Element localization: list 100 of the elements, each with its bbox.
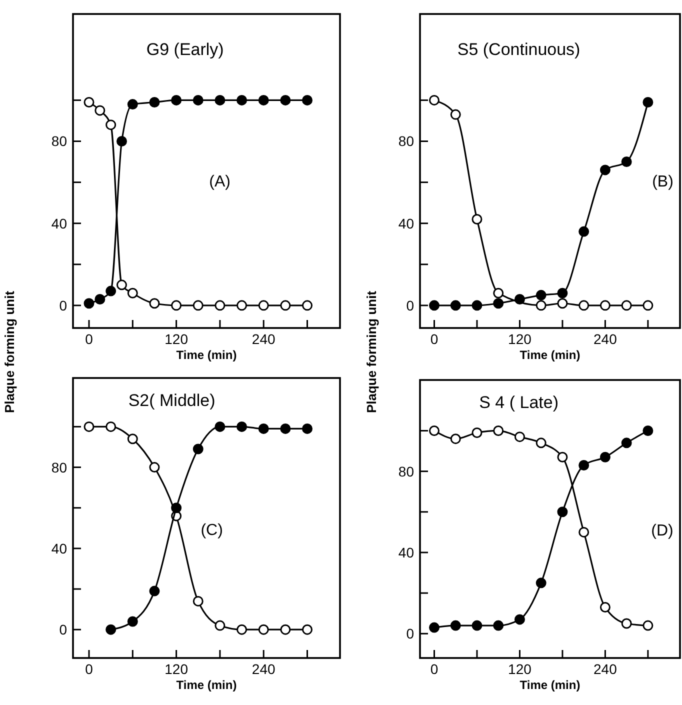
point [106, 286, 116, 296]
point [171, 94, 182, 106]
point [127, 288, 138, 298]
point [94, 294, 106, 305]
x-tick-label: 240 [252, 331, 276, 347]
point [621, 156, 632, 168]
point [472, 620, 482, 631]
point [258, 624, 269, 635]
text: S2( Middle) [128, 391, 216, 410]
point [258, 300, 269, 311]
point [280, 300, 291, 311]
point [428, 425, 440, 436]
point [578, 526, 590, 538]
y-tick-label: 0 [406, 297, 414, 314]
text: G9 (Early) [146, 40, 224, 59]
point [642, 425, 654, 436]
text: S5 (Continuous) [457, 40, 580, 59]
annotation: (B) [652, 174, 674, 191]
point [557, 506, 568, 518]
point [302, 94, 313, 106]
annotation: (A) [209, 174, 231, 191]
y-tick-label: 80 [51, 459, 68, 476]
point [149, 462, 160, 473]
point [428, 300, 440, 311]
y-tick-label: 0 [59, 297, 68, 314]
y-tick-label: 40 [398, 544, 414, 560]
point [428, 622, 440, 633]
point [214, 94, 226, 106]
point [514, 432, 525, 442]
point [621, 300, 632, 311]
point [536, 300, 546, 311]
point [127, 616, 138, 627]
point [428, 94, 440, 106]
text: S 4 ( Late) [479, 392, 558, 412]
point [578, 300, 590, 311]
point [493, 425, 504, 436]
point [302, 624, 313, 635]
point [236, 300, 248, 311]
point [236, 421, 248, 432]
y-axis-title: Plaque forming unit [364, 290, 379, 414]
annotation: (C) [200, 522, 223, 539]
point [106, 624, 116, 635]
point [514, 614, 525, 625]
point [258, 423, 269, 434]
point [192, 596, 204, 606]
point [493, 298, 504, 309]
x-tick-label: 120 [508, 331, 532, 347]
point [149, 298, 160, 309]
point [642, 300, 654, 311]
point [192, 444, 204, 454]
point [536, 578, 546, 588]
y-tick-label: 40 [398, 215, 414, 232]
point [536, 438, 546, 448]
x-tick-label: 0 [85, 331, 94, 347]
y-tick-label: 40 [51, 540, 68, 556]
y-tick-label: 40 [51, 215, 68, 232]
point [171, 502, 182, 514]
point [472, 428, 482, 438]
point [450, 300, 461, 311]
x-tick-label: 0 [430, 661, 438, 677]
point [302, 300, 313, 311]
point [450, 434, 461, 444]
x-tick-label: 120 [164, 331, 188, 347]
point [84, 421, 94, 432]
x-axis-title: Time (min) [176, 348, 237, 362]
point [214, 421, 226, 432]
point [106, 120, 116, 130]
point [600, 164, 610, 176]
point [192, 300, 204, 311]
point [127, 99, 138, 110]
point [642, 97, 654, 108]
point [493, 288, 504, 298]
point [236, 94, 248, 106]
point [472, 214, 482, 224]
point [116, 136, 127, 146]
point [450, 620, 461, 631]
point [493, 620, 504, 631]
y-tick-label: 80 [398, 463, 414, 480]
y-axis-title: Plaque forming unit [2, 290, 17, 414]
point [106, 421, 116, 432]
point [621, 438, 632, 448]
x-axis-title: Time (min) [520, 348, 580, 362]
point [258, 94, 269, 106]
point [600, 602, 610, 613]
y-tick-label: 80 [398, 133, 414, 150]
point [171, 300, 182, 311]
point [578, 460, 590, 470]
x-axis-title: Time (min) [520, 678, 580, 692]
point [514, 294, 525, 305]
point [94, 105, 106, 116]
point [302, 423, 313, 434]
point [450, 109, 461, 120]
x-tick-label: 0 [430, 331, 438, 347]
x-tick-label: 120 [164, 661, 188, 677]
point [214, 300, 226, 311]
x-tick-label: 0 [85, 661, 94, 677]
point [149, 586, 160, 596]
y-tick-label: 0 [406, 626, 414, 642]
point [280, 423, 291, 434]
point [472, 300, 482, 311]
